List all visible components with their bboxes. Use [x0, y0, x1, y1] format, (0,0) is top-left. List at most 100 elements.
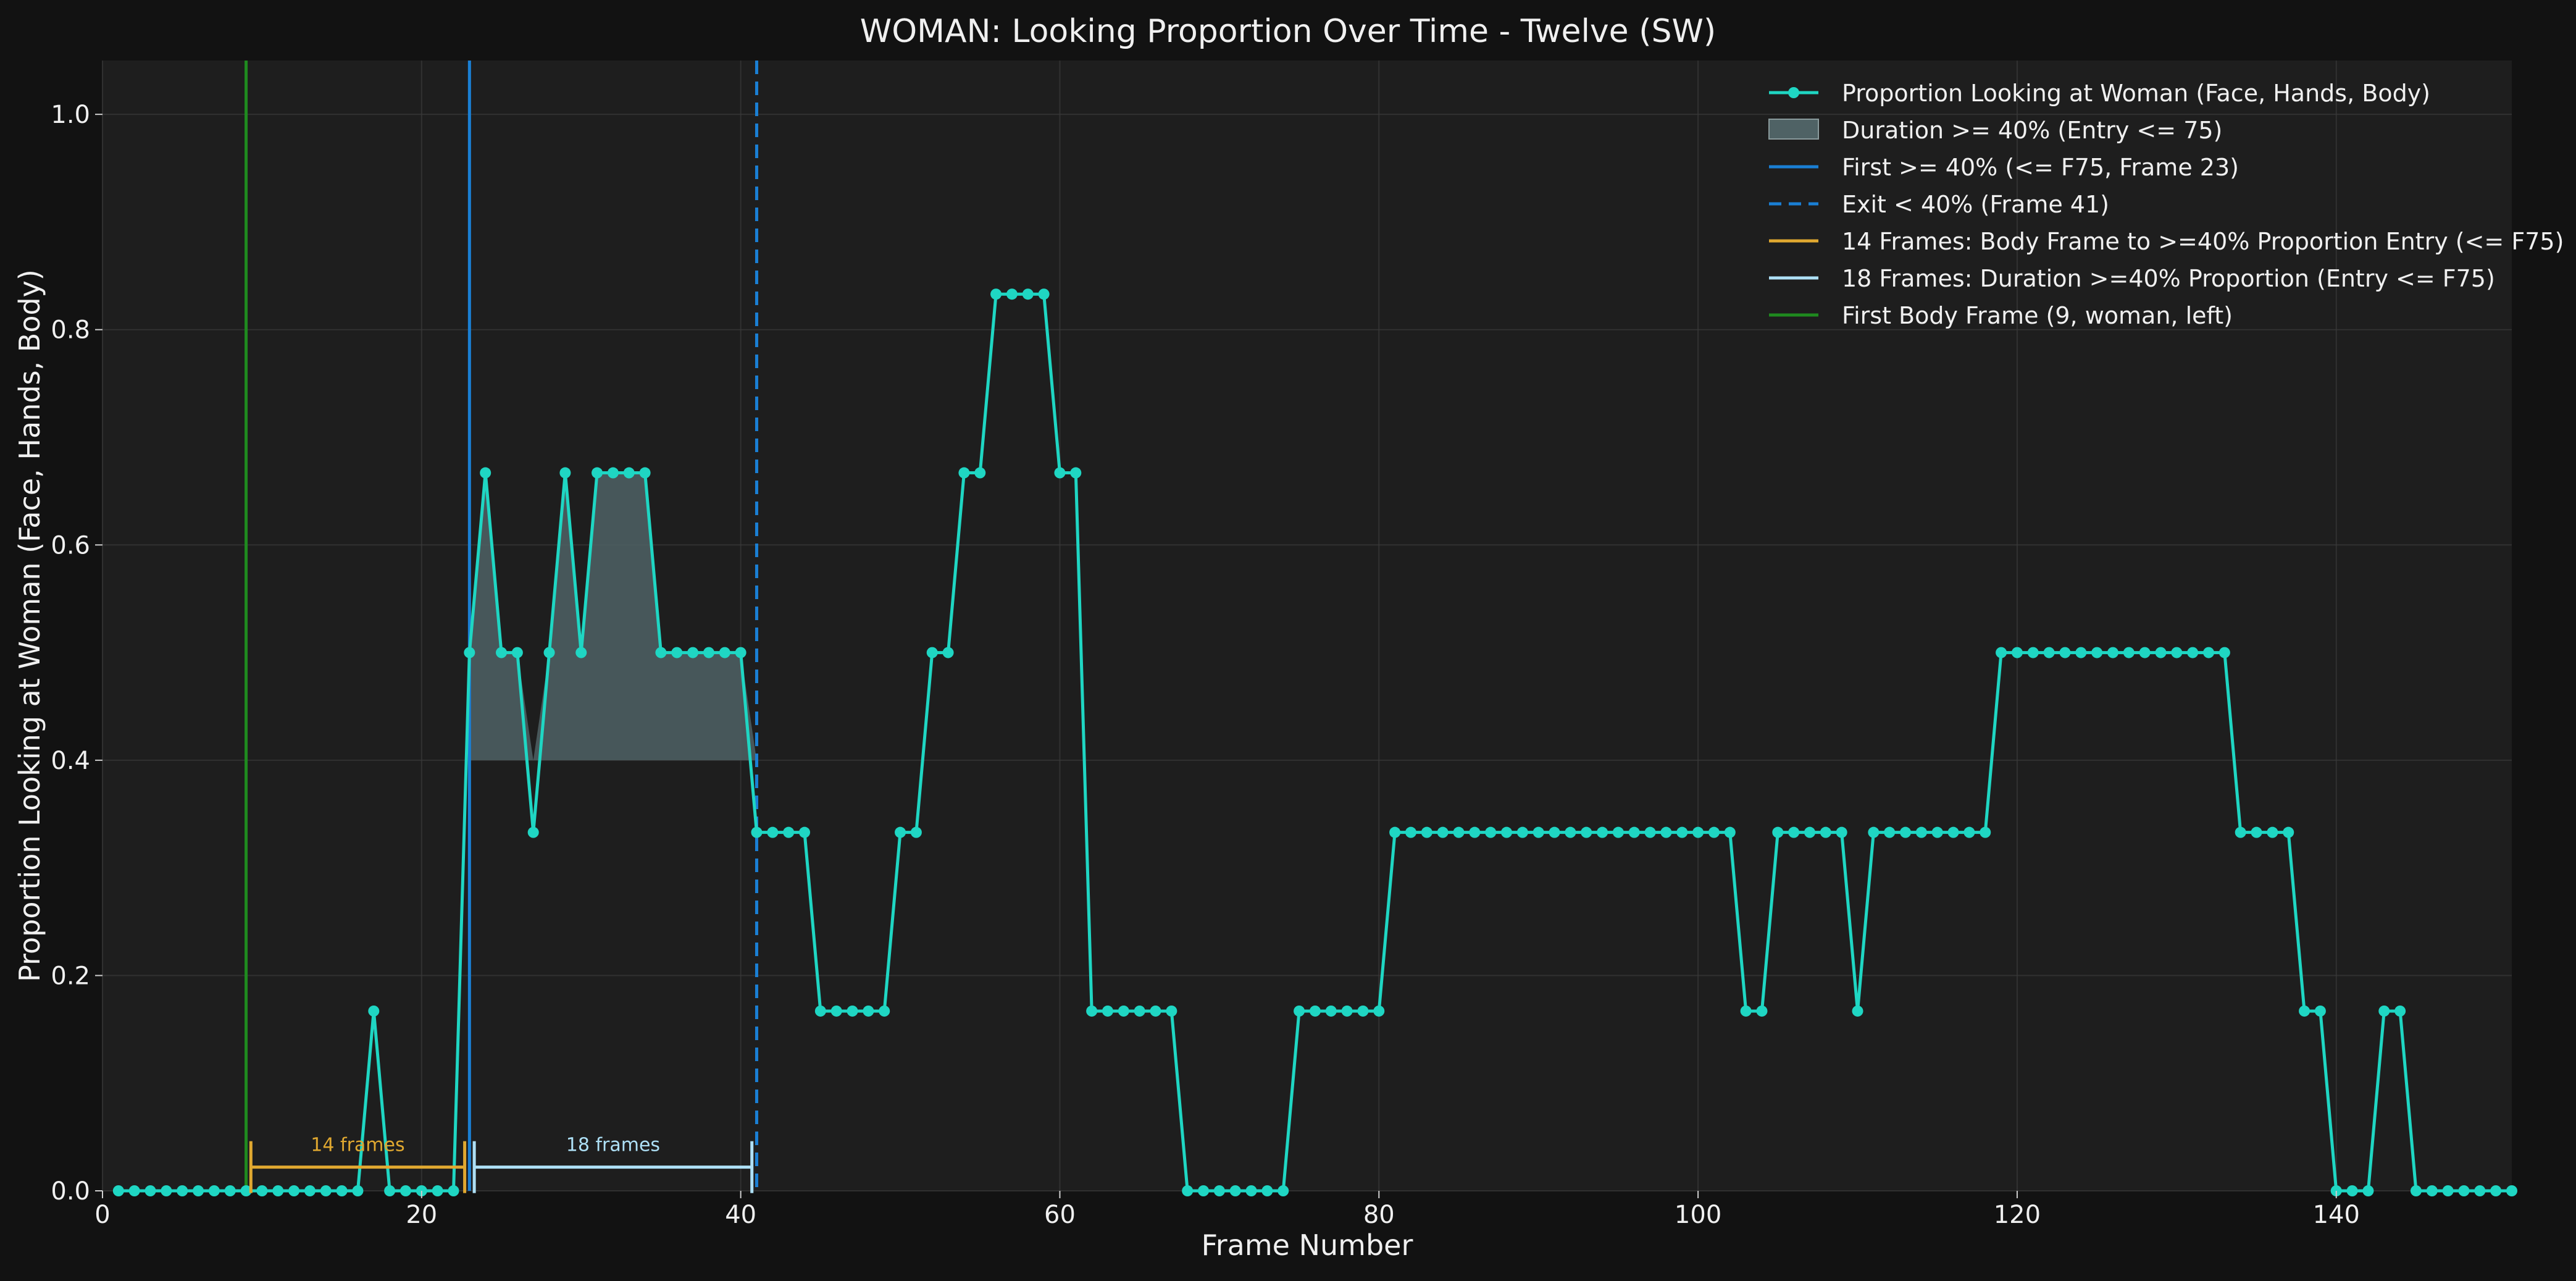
data-point — [639, 467, 651, 479]
axis-ticks: 0 20 40 60 80 100 120 140 0.0 0.2 0.4 0.6 0.8 1.0 — [51, 101, 2360, 1229]
data-point — [1788, 826, 1800, 838]
data-point — [352, 1185, 364, 1196]
data-point — [2139, 647, 2151, 658]
data-point — [1501, 826, 1513, 838]
data-point — [1708, 826, 1720, 838]
data-point — [2187, 647, 2199, 658]
data-point — [1453, 826, 1465, 838]
data-point — [193, 1185, 204, 1196]
x-tick-label: 40 — [725, 1201, 756, 1229]
data-point — [895, 826, 906, 838]
data-point — [1054, 467, 1066, 479]
brackets: 14 frames 18 frames — [249, 1135, 754, 1193]
data-point — [2123, 647, 2135, 658]
data-point — [1660, 826, 1672, 838]
data-point — [863, 1005, 874, 1017]
data-point — [1756, 1005, 1768, 1017]
y-tick-label: 0.8 — [51, 316, 90, 345]
data-point — [2283, 826, 2294, 838]
data-point — [1996, 647, 2007, 658]
data-point — [1740, 1005, 1752, 1017]
plot-area — [102, 61, 2512, 1191]
data-point — [1245, 1185, 1257, 1196]
data-point — [1820, 826, 1831, 838]
bracket-label: 18 frames — [566, 1135, 660, 1156]
y-tick-label: 1.0 — [51, 101, 90, 129]
data-point — [1070, 467, 1082, 479]
data-point — [1980, 826, 1991, 838]
data-point — [2442, 1185, 2454, 1196]
data-point — [2171, 647, 2183, 658]
chart-title: WOMAN: Looking Proportion Over Time - Tw… — [860, 13, 1716, 50]
data-point — [1294, 1005, 1305, 1017]
data-point — [1597, 826, 1608, 838]
data-point — [559, 467, 571, 479]
data-point — [2378, 1005, 2390, 1017]
legend-label: First Body Frame (9, woman, left) — [1842, 302, 2233, 329]
x-axis-label: Frame Number — [1202, 1228, 1413, 1262]
data-point — [958, 467, 970, 479]
data-point — [1373, 1005, 1385, 1017]
data-point — [767, 826, 779, 838]
data-point — [240, 1185, 252, 1196]
data-point — [1102, 1005, 1113, 1017]
data-point — [2506, 1185, 2517, 1196]
data-point — [1006, 288, 1018, 300]
data-point — [1581, 826, 1592, 838]
data-point — [320, 1185, 332, 1196]
data-point — [336, 1185, 348, 1196]
data-point — [1884, 826, 1896, 838]
data-point — [1549, 826, 1560, 838]
data-point — [224, 1185, 236, 1196]
data-point — [2362, 1185, 2374, 1196]
data-point — [910, 826, 922, 838]
data-point — [1278, 1185, 1289, 1196]
data-point — [1676, 826, 1688, 838]
data-point — [1963, 826, 1975, 838]
data-point — [1804, 826, 1815, 838]
data-point — [1198, 1185, 1210, 1196]
data-point — [2235, 826, 2246, 838]
data-point — [511, 647, 523, 658]
data-point — [783, 826, 795, 838]
legend-swatch — [1768, 119, 1819, 140]
data-point — [2218, 647, 2230, 658]
legend-label: 14 Frames: Body Frame to >=40% Proportio… — [1842, 228, 2564, 255]
data-point — [1229, 1185, 1241, 1196]
legend-label: Duration >= 40% (Entry <= 75) — [1842, 117, 2222, 144]
data-point — [990, 288, 1002, 300]
data-point — [1612, 826, 1624, 838]
y-tick-label: 0.4 — [51, 747, 90, 775]
data-point — [1421, 826, 1432, 838]
data-point — [2299, 1005, 2310, 1017]
data-point — [799, 826, 811, 838]
legend: Proportion Looking at Woman (Face, Hands… — [1768, 80, 2564, 329]
data-point — [1915, 826, 1927, 838]
data-point — [1469, 826, 1481, 838]
data-point — [687, 647, 699, 658]
data-point — [177, 1185, 188, 1196]
x-tick-label: 140 — [2313, 1201, 2360, 1229]
data-point — [847, 1005, 858, 1017]
data-point — [2059, 647, 2071, 658]
data-point — [592, 467, 603, 479]
data-point — [1516, 826, 1528, 838]
data-point — [2107, 647, 2118, 658]
data-point — [1118, 1005, 1129, 1017]
data-point — [1357, 1005, 1369, 1017]
y-tick-label: 0.6 — [51, 531, 90, 560]
data-point — [2091, 647, 2103, 658]
data-point — [1772, 826, 1784, 838]
legend-label: Proportion Looking at Woman (Face, Hands… — [1842, 80, 2430, 107]
data-point — [2490, 1185, 2502, 1196]
data-point — [480, 467, 491, 479]
y-tick-label: 0.2 — [51, 962, 90, 990]
data-point — [1038, 288, 1050, 300]
data-point — [1931, 826, 1943, 838]
data-point — [496, 647, 508, 658]
data-point — [1166, 1005, 1177, 1017]
vertical-lines — [245, 61, 758, 1191]
data-point — [2410, 1185, 2422, 1196]
x-tick-label: 60 — [1044, 1201, 1076, 1229]
